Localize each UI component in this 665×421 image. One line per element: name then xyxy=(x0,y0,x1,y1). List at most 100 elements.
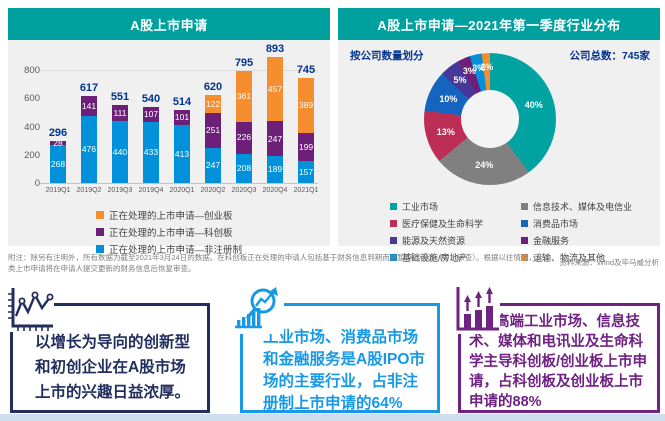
legend-label: 工业市场 xyxy=(402,202,439,212)
bar-segment: 268 xyxy=(50,145,66,183)
legend-swatch xyxy=(390,254,397,261)
bar-segment: 107 xyxy=(143,106,159,122)
bar-value-label: 413 xyxy=(174,148,190,159)
bar-segment: 251 xyxy=(205,112,221,149)
bar-value-label: 111 xyxy=(113,107,127,118)
bar-value-label: 247 xyxy=(205,160,221,171)
insight-text-1: 以增长为导向的创新型和初创企业在A股市场上市的兴趣日益浓厚。 xyxy=(35,334,191,401)
pie-legend-item: 运输、物流及其他 xyxy=(521,251,632,264)
bar-segment: 199 xyxy=(298,132,314,161)
bar-2020Q4: 189 247 457 xyxy=(267,56,283,183)
pie-legend-item: 消费品市场 xyxy=(521,217,632,230)
bar-total-label: 551 xyxy=(110,91,130,104)
stacked-bar-chart: 0 200 400 600 800 268 28 296 2019Q1 476 141 617 2019… xyxy=(8,8,330,246)
bar-value-label: 101 xyxy=(174,112,190,123)
legend-label: 运输、物流及其他 xyxy=(533,253,606,263)
x-tick-label: 2019Q1 xyxy=(45,187,71,194)
bar-value-label: 457 xyxy=(267,83,283,94)
legend-label: 医疗保健及生命科学 xyxy=(402,219,484,229)
bar-chart-arrows-icon xyxy=(452,284,500,334)
insight-text-3: 高端工业市场、信息技术、媒体和电讯业及生命科学主导科创板/创业板上市申请，占科创… xyxy=(469,314,648,410)
donut-hole xyxy=(461,90,519,148)
x-tick-label: 2019Q3 xyxy=(107,187,133,194)
legend-label: 能源及天然资源 xyxy=(402,236,466,246)
legend-label: 信息技术、媒体及电信业 xyxy=(533,202,633,212)
bar-value-label: 433 xyxy=(143,147,159,158)
legend-label: 正在处理的上市申请—创业板 xyxy=(109,211,233,222)
pie-legend-item: 金融服务 xyxy=(521,234,632,247)
pie-legend-column-1: 工业市场医疗保健及生命科学 能源及天然资源 基础设施/房地产 xyxy=(390,200,483,268)
x-tick-label: 2020Q1 xyxy=(169,187,195,194)
x-tick-label: 2021Q1 xyxy=(293,187,319,194)
bar-value-label: 28 xyxy=(53,137,63,148)
bottom-accent-strip xyxy=(0,414,665,421)
bar-segment: 476 xyxy=(81,115,97,183)
legend-label: 金融服务 xyxy=(533,236,570,246)
legend-swatch xyxy=(96,211,104,219)
legend-item: 正在处理的上市申请—科创板 xyxy=(96,225,242,239)
line-chart-icon xyxy=(4,286,54,332)
legend-swatch xyxy=(521,254,528,261)
pie-percent-label: 10% xyxy=(439,94,458,105)
bar-chart-panel: A股上市申请 0 200 400 600 800 268 28 296 2019Q1 476 141… xyxy=(8,8,330,256)
legend-swatch xyxy=(390,220,397,227)
pie-percent-label: 2% xyxy=(480,62,494,73)
bar-value-label: 440 xyxy=(112,146,128,157)
insight-text-2: 工业市场、消费品市场和金融服务是A股IPO市场的主要行业，占非注册制上市申请的6… xyxy=(263,329,425,412)
bar-segment: 157 xyxy=(298,160,314,183)
y-tick-label: 0 xyxy=(34,178,40,189)
bar-value-label: 226 xyxy=(236,132,252,143)
legend-swatch xyxy=(521,203,528,210)
bar-segment: 111 xyxy=(112,105,128,121)
x-tick-label: 2019Q4 xyxy=(138,187,164,194)
bar-2020Q3: 208 226 361 xyxy=(236,70,252,183)
bar-value-label: 389 xyxy=(298,100,314,111)
pie-legend-item: 信息技术、媒体及电信业 xyxy=(521,200,632,213)
bar-chart-title: A股上市申请 xyxy=(8,8,330,40)
bar-2021Q1: 157 199 389 xyxy=(298,77,314,183)
bar-segment: 101 xyxy=(174,110,190,125)
legend-label: 正在处理的上市申请—非注册制 xyxy=(109,245,243,256)
pie-percent-label: 13% xyxy=(436,126,455,137)
legend-swatch xyxy=(390,237,397,244)
footnote: 附注：除另有注明外，所有数据为截至2021年3月24日的数据。在科创板正在处理的… xyxy=(8,253,544,274)
bar-value-label: 268 xyxy=(50,158,66,169)
legend-label: 正在处理的上市申请—科创板 xyxy=(109,228,233,239)
insight-box-main-industries: 工业市场、消费品市场和金融服务是A股IPO市场的主要行业，占非注册制上市申请的6… xyxy=(240,303,440,413)
x-axis-line xyxy=(40,183,318,184)
bar-segment: 247 xyxy=(205,148,221,183)
bar-2019Q1: 268 28 xyxy=(50,137,66,183)
data-source: 资料来源：Wind及毕马威分析 xyxy=(559,258,659,267)
bar-segment: 122 xyxy=(205,95,221,113)
bar-total-label: 620 xyxy=(203,81,223,94)
pie-chart-title: A股上市申请—2021年第一季度行业分布 xyxy=(338,8,660,40)
pie-percent-label: 3% xyxy=(472,63,486,74)
bar-total-label: 795 xyxy=(234,56,254,69)
pie-legend-item: 医疗保健及生命科学 xyxy=(390,217,483,230)
x-tick-label: 2020Q3 xyxy=(231,187,257,194)
x-tick-label: 2020Q4 xyxy=(262,187,288,194)
bar-total-label: 514 xyxy=(172,96,192,109)
bar-2019Q4: 433 107 xyxy=(143,106,159,183)
bar-2020Q2: 247 251 122 xyxy=(205,95,221,183)
pie-legend-item: 能源及天然资源 xyxy=(390,234,483,247)
bar-total-label: 540 xyxy=(141,92,161,105)
bar-2020Q1: 413 101 xyxy=(174,110,190,183)
bar-segment: 208 xyxy=(236,153,252,183)
legend-label: 基础设施/房地产 xyxy=(402,253,468,263)
legend-swatch xyxy=(521,220,528,227)
bar-chart-magnifier-icon xyxy=(232,284,284,334)
legend-item: 正在处理的上市申请—创业板 xyxy=(96,208,242,222)
pie-percent-label: 3% xyxy=(462,66,476,77)
bar-segment: 226 xyxy=(236,121,252,154)
bar-segment: 28 xyxy=(50,137,66,148)
bar-value-label: 361 xyxy=(236,90,252,101)
bar-value-label: 189 xyxy=(267,164,283,175)
bar-value-label: 157 xyxy=(298,166,314,177)
pie-chart-panel: A股上市申请—2021年第一季度行业分布 按公司数量划分 公司总数：745家 4… xyxy=(338,8,660,263)
bar-value-label: 122 xyxy=(205,98,221,109)
bar-total-label: 296 xyxy=(48,127,68,140)
bar-value-label: 141 xyxy=(81,100,97,111)
pie-legend-item: 基础设施/房地产 xyxy=(390,251,483,264)
